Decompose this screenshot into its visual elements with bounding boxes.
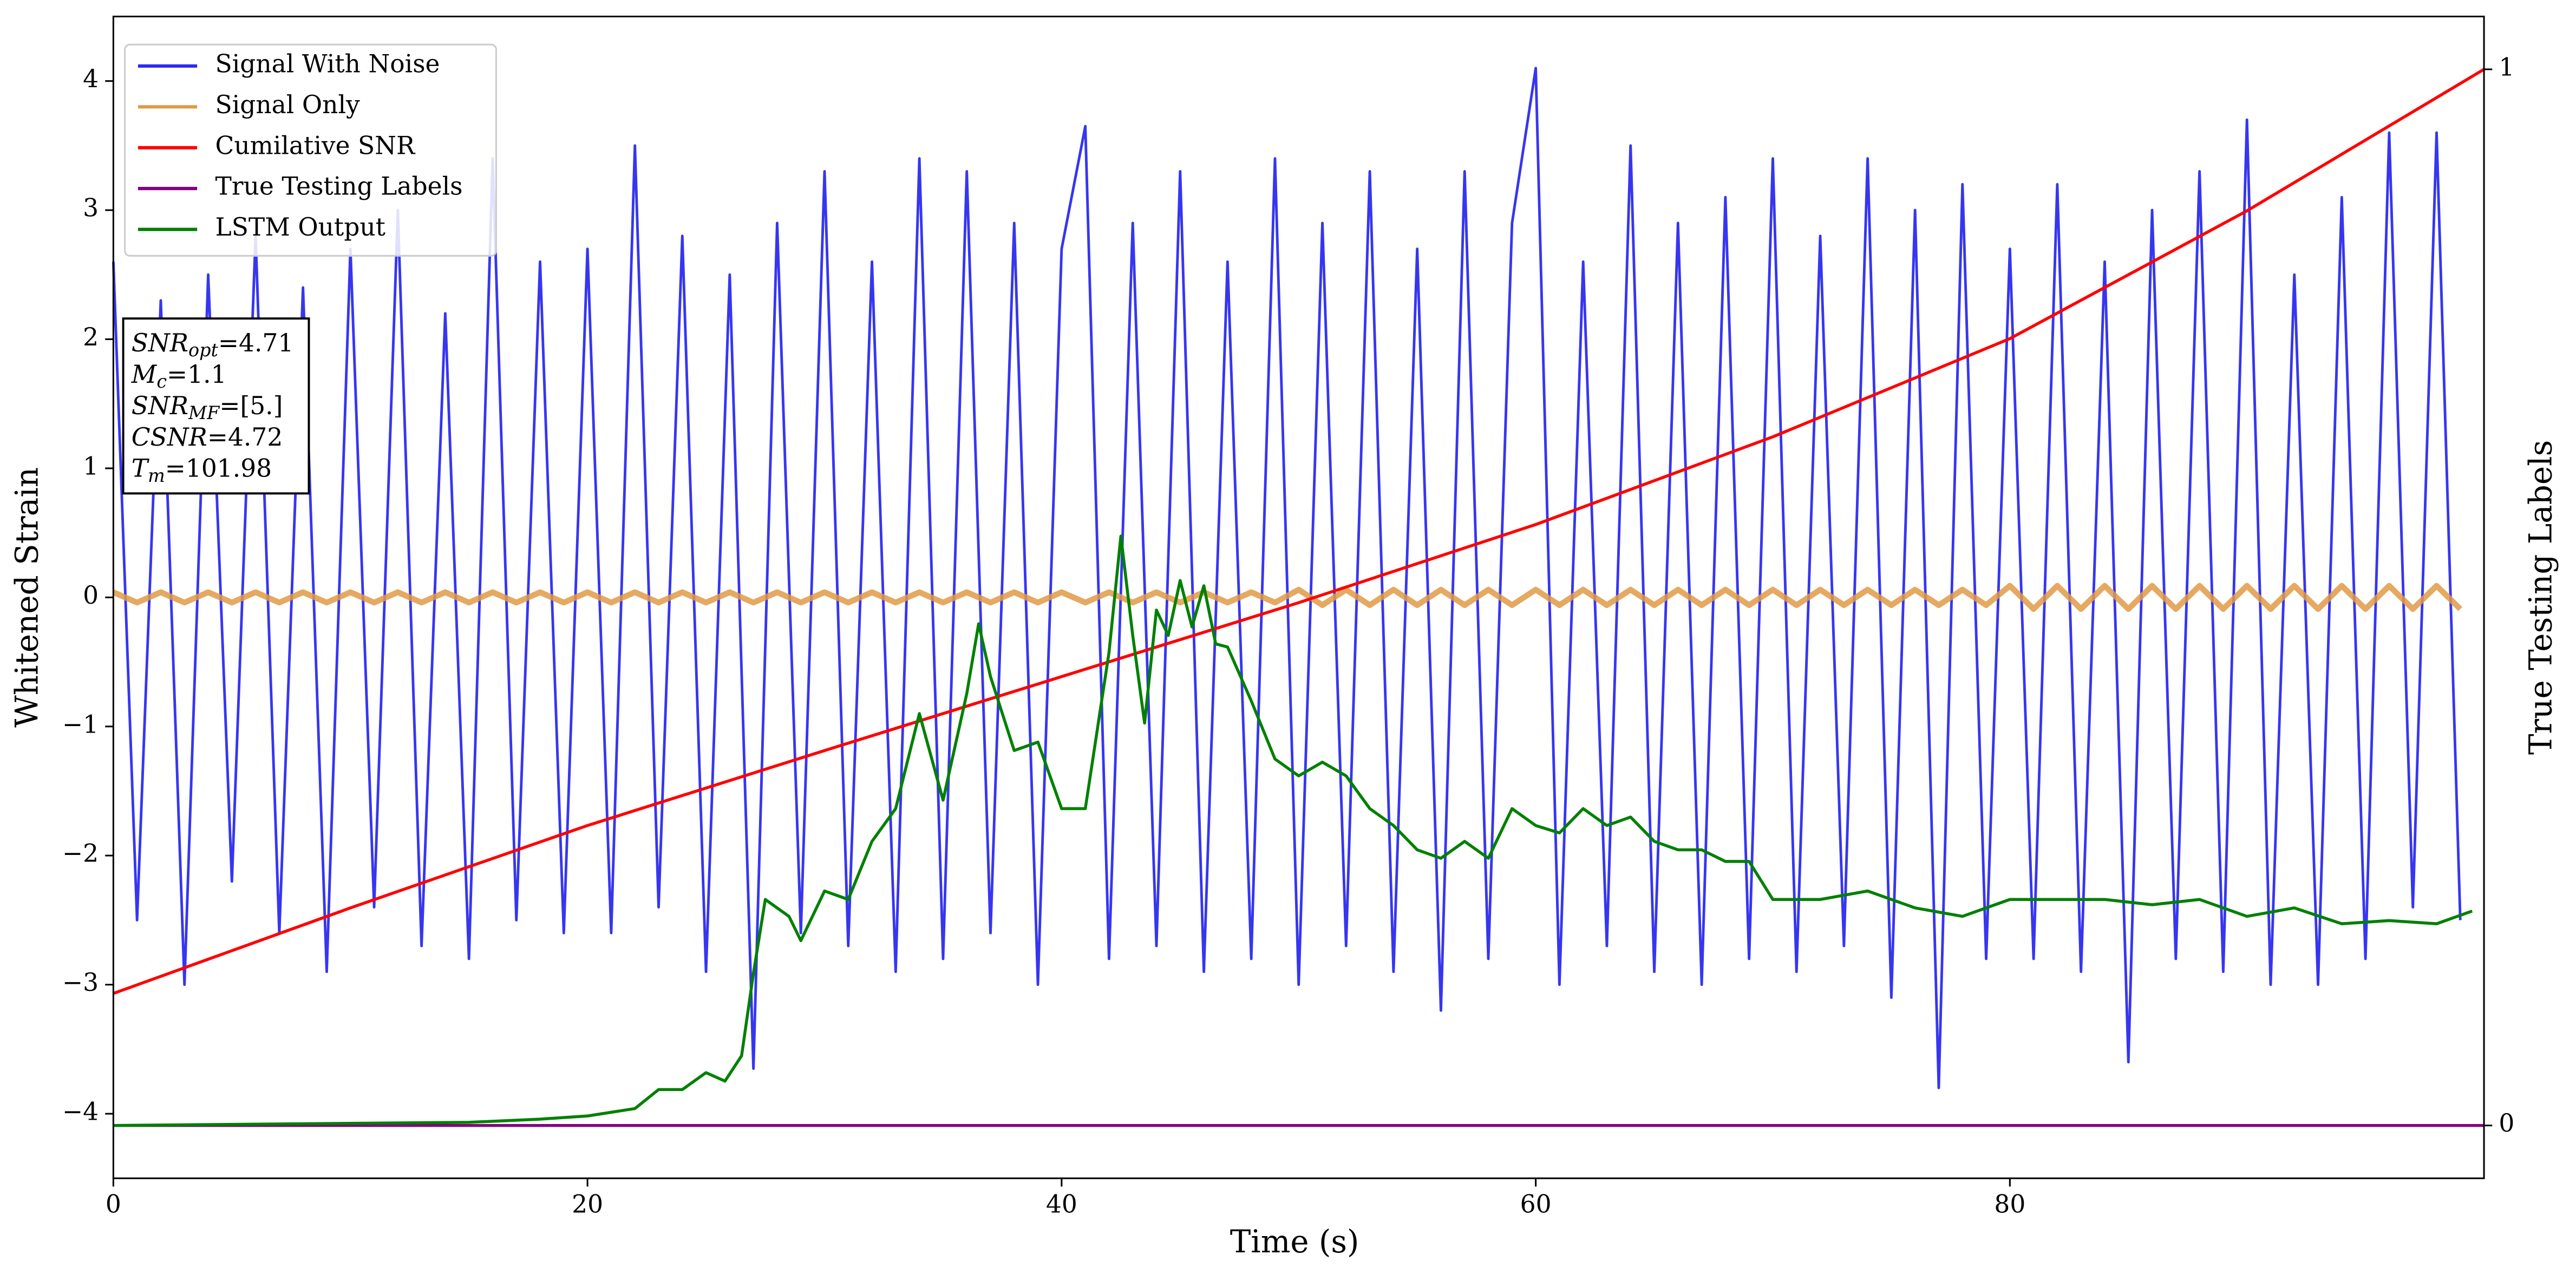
annotation-subscript: opt <box>188 339 218 361</box>
y2-tick-label: 0 <box>2499 1109 2514 1138</box>
annotation-value: =4.71 <box>218 328 293 357</box>
annotation-value: =4.72 <box>207 422 283 451</box>
y-tick-label: 4 <box>83 64 99 93</box>
annotation-symbol: SNR <box>132 328 188 357</box>
y-tick-label: −3 <box>62 968 99 997</box>
y-tick-label: 3 <box>83 194 99 223</box>
x-tick-label: 60 <box>1520 1190 1552 1218</box>
annotation-subscript: MF <box>188 402 220 423</box>
y-tick-label: 0 <box>83 581 99 610</box>
y-tick-label: 1 <box>83 452 99 480</box>
annotation-value: =[5.] <box>219 391 283 420</box>
annotation-box <box>122 317 310 495</box>
annotation-line: Tm=101.98 <box>132 454 272 486</box>
x-tick-label: 20 <box>572 1190 603 1218</box>
annotation-value: =101.98 <box>165 454 272 482</box>
x-tick-label: 80 <box>1994 1190 2025 1218</box>
annotation-line: SNRopt=4.71 <box>132 328 294 361</box>
legend-label: True Testing Labels <box>215 172 463 201</box>
y-tick-label: 2 <box>83 323 99 351</box>
annotation-line: SNRMF=[5.] <box>132 391 283 423</box>
y2-axis-label: True Testing Labels <box>2522 440 2559 755</box>
series-line <box>112 67 2462 1089</box>
annotation-line: Mc=1.1 <box>131 360 227 392</box>
series-line <box>112 583 2462 612</box>
x-tick-label: 40 <box>1046 1190 1077 1218</box>
y-tick-label: −4 <box>62 1097 99 1126</box>
y2-tick-label: 1 <box>2499 53 2514 81</box>
annotation-symbol: M <box>131 360 158 388</box>
series-line <box>113 68 2485 995</box>
annotation-symbol: T <box>132 454 150 482</box>
plot-area <box>112 67 2485 1127</box>
annotation-value: =1.1 <box>167 360 227 388</box>
legend: Signal With Noise Signal Only Cumilative S… <box>124 43 497 257</box>
x-axis-label: Time (s) <box>1230 1223 1359 1260</box>
legend-label: LSTM Output <box>215 213 385 241</box>
annotation: SNRopt=4.71Mc=1.1SNRMF=[5.]CSNR=4.72Tm=1… <box>122 317 310 495</box>
legend-box <box>124 43 497 257</box>
y-axis-label: Whitened Strain <box>9 467 45 728</box>
annotation-symbol: CSNR <box>132 422 207 451</box>
annotation-line: CSNR=4.72 <box>132 422 283 451</box>
legend-label: Cumilative SNR <box>215 131 416 160</box>
annotation-subscript: m <box>148 465 165 486</box>
legend-label: Signal Only <box>215 90 360 119</box>
x-tick-label: 0 <box>106 1190 121 1218</box>
y-tick-label: −1 <box>62 710 99 739</box>
y-tick-label: −2 <box>62 839 99 868</box>
legend-label: Signal With Noise <box>215 49 440 78</box>
annotation-subscript: c <box>156 371 167 392</box>
series-line <box>113 534 2473 1127</box>
annotation-symbol: SNR <box>132 391 188 420</box>
